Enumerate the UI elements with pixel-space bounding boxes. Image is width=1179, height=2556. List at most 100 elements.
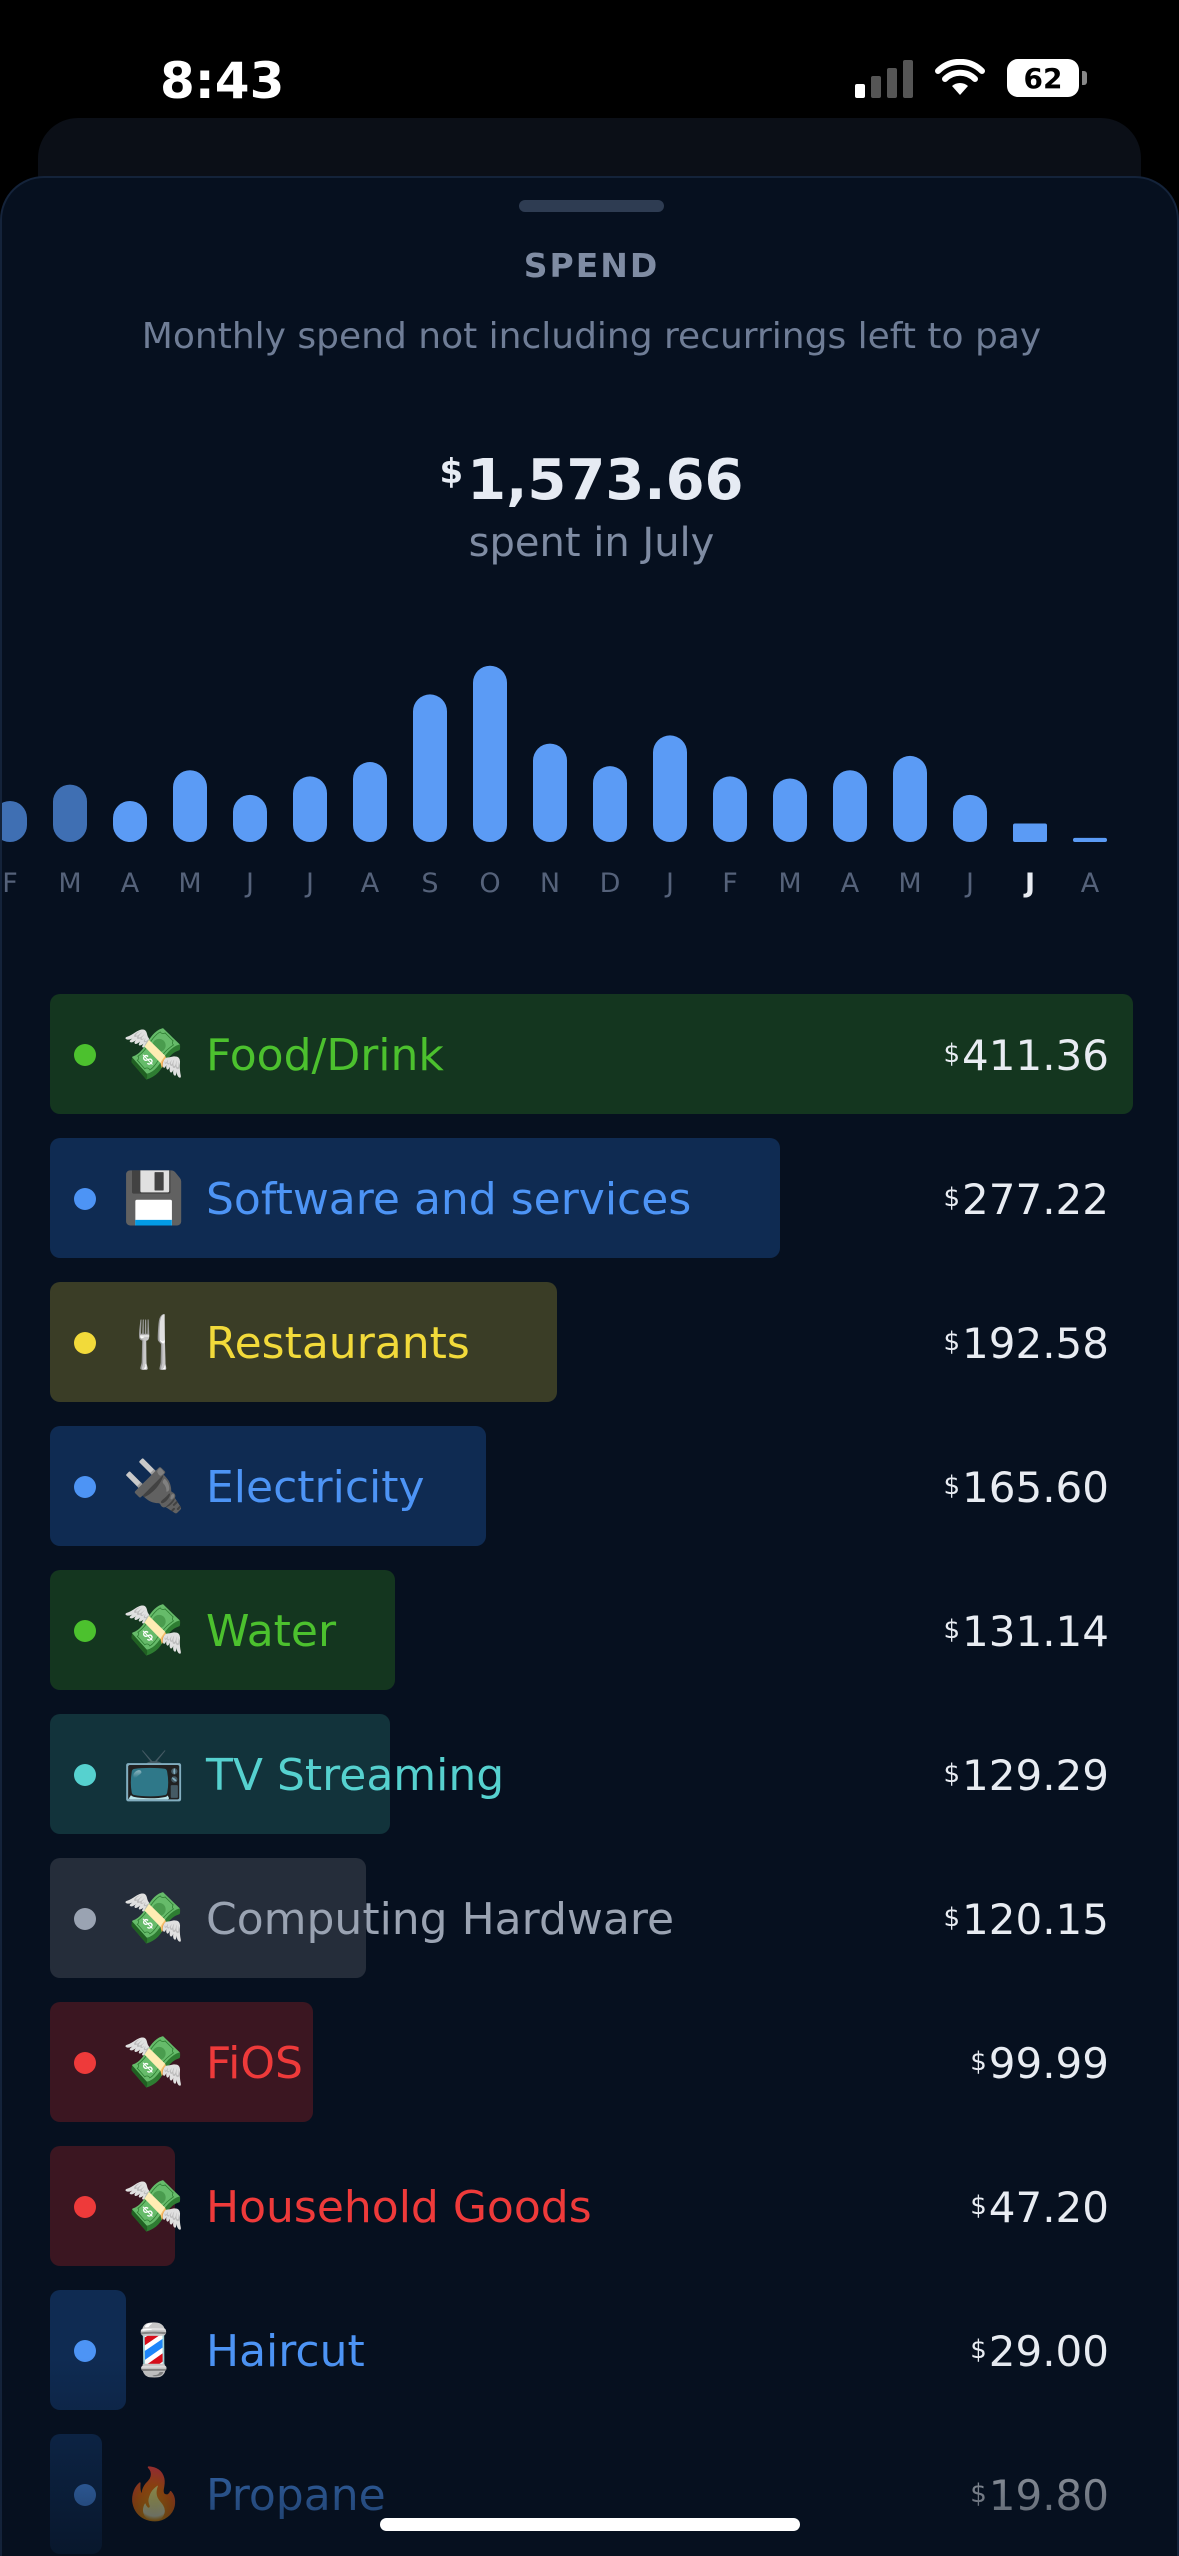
category-color-dot <box>74 2196 96 2218</box>
chart-month-label[interactable]: J <box>664 868 674 899</box>
category-row[interactable]: 💸 Water $131.14 <box>50 1570 1133 1690</box>
category-amount: $19.80 <box>970 2468 1109 2524</box>
currency-symbol: $ <box>970 2335 987 2365</box>
currency-symbol: $ <box>943 1759 961 1789</box>
chart-bar[interactable] <box>893 755 927 842</box>
chart-bar[interactable] <box>1073 837 1107 842</box>
category-amount-bar <box>50 994 1133 1114</box>
category-label: Food/Drink <box>206 1030 444 1081</box>
cellular-signal-icon <box>855 58 913 98</box>
money-with-wings-icon: 💸 <box>122 2033 186 2091</box>
category-color-dot <box>74 1476 96 1498</box>
amount-value: 277.22 <box>962 1175 1109 1224</box>
chart-month-label[interactable]: F <box>722 868 738 899</box>
chart-bar[interactable] <box>653 735 687 842</box>
amount-value: 411.36 <box>962 1031 1109 1080</box>
total-spent: $1,573.66 <box>2 448 1177 513</box>
category-row[interactable]: 💾 Software and services $277.22 <box>50 1138 1133 1258</box>
category-row[interactable]: 💸 Food/Drink $411.36 <box>50 994 1133 1114</box>
home-indicator[interactable] <box>380 2518 800 2531</box>
battery-level: 62 <box>1023 61 1063 95</box>
fork-and-knife-icon: 🍴 <box>122 1313 186 1371</box>
chart-month-label[interactable]: F <box>2 868 18 899</box>
chart-month-label[interactable]: J <box>964 868 974 899</box>
chart-bar[interactable] <box>353 762 387 842</box>
chart-bar[interactable] <box>413 694 447 842</box>
category-row[interactable]: 📺 TV Streaming $129.29 <box>50 1714 1133 1834</box>
amount-value: 120.15 <box>962 1895 1109 1944</box>
category-amount: $129.29 <box>943 1748 1109 1804</box>
category-amount-bar <box>50 1138 780 1258</box>
currency-symbol: $ <box>943 1903 961 1933</box>
category-label: Water <box>206 1606 337 1657</box>
chart-bar[interactable] <box>833 770 867 842</box>
money-with-wings-icon: 💸 <box>122 1889 186 1947</box>
category-amount: $120.15 <box>943 1892 1109 1948</box>
chart-month-label[interactable]: M <box>58 868 81 899</box>
currency-symbol: $ <box>943 1615 961 1645</box>
category-amount-bar <box>50 2146 175 2266</box>
chart-month-label[interactable]: M <box>178 868 201 899</box>
category-amount: $47.20 <box>970 2180 1109 2236</box>
category-color-dot <box>74 1044 96 1066</box>
chart-bar[interactable] <box>773 778 807 842</box>
fire-icon: 🔥 <box>122 2465 186 2523</box>
money-with-wings-icon: 💸 <box>122 2177 186 2235</box>
chart-month-label[interactable]: A <box>1081 868 1100 899</box>
category-label: Electricity <box>206 1462 425 1513</box>
category-row[interactable]: 💸 FiOS $99.99 <box>50 2002 1133 2122</box>
total-caption: spent in July <box>468 520 715 566</box>
chart-bar[interactable] <box>173 770 207 842</box>
chart-month-label[interactable]: M <box>898 868 921 899</box>
chart-month-label[interactable]: A <box>121 868 140 899</box>
chart-bar[interactable] <box>953 794 987 842</box>
category-row[interactable]: 💸 Household Goods $47.20 <box>50 2146 1133 2266</box>
chart-bar[interactable] <box>1013 823 1047 842</box>
category-color-dot <box>74 1764 96 1786</box>
category-row[interactable]: 💈 Haircut $29.00 <box>50 2290 1133 2410</box>
chart-bar[interactable] <box>53 784 87 842</box>
category-row[interactable]: 🔥 Propane $19.80 <box>50 2434 1133 2554</box>
currency-symbol: $ <box>943 1183 961 1213</box>
television-icon: 📺 <box>122 1745 186 1803</box>
chart-month-label[interactable]: M <box>778 868 801 899</box>
chart-bar[interactable] <box>2 801 27 842</box>
chart-month-label[interactable]: J <box>1023 868 1035 899</box>
category-amount-bar <box>50 1570 396 1690</box>
category-amount: $99.99 <box>970 2036 1109 2092</box>
chart-bar[interactable] <box>293 776 327 842</box>
chart-month-label[interactable]: J <box>244 868 254 899</box>
chart-bar[interactable] <box>473 665 507 842</box>
amount-value: 29.00 <box>988 2327 1109 2376</box>
amount-value: 129.29 <box>962 1751 1109 1800</box>
category-color-dot <box>74 2052 96 2074</box>
chart-bar[interactable] <box>533 743 567 842</box>
chart-month-label[interactable]: S <box>421 868 438 899</box>
chart-bar[interactable] <box>113 801 147 842</box>
chart-month-label[interactable]: D <box>600 868 621 899</box>
chart-month-label[interactable]: A <box>841 868 860 899</box>
chart-month-label[interactable]: N <box>540 868 560 899</box>
barber-pole-icon: 💈 <box>122 2321 186 2379</box>
chart-month-label[interactable]: J <box>304 868 314 899</box>
currency-symbol: $ <box>970 2191 987 2221</box>
chart-bar[interactable] <box>233 794 267 842</box>
chart-bar[interactable] <box>713 776 747 842</box>
chart-month-label[interactable]: A <box>361 868 380 899</box>
chart-month-label[interactable]: O <box>479 868 500 899</box>
chart-bar[interactable] <box>593 766 627 842</box>
currency-symbol: $ <box>943 1471 961 1501</box>
category-row[interactable]: 🍴 Restaurants $192.58 <box>50 1282 1133 1402</box>
money-with-wings-icon: 💸 <box>122 1025 186 1083</box>
category-amount: $165.60 <box>943 1460 1109 1516</box>
category-row[interactable]: 💸 Computing Hardware $120.15 <box>50 1858 1133 1978</box>
category-row[interactable]: 🔌 Electricity $165.60 <box>50 1426 1133 1546</box>
sheet-grabber[interactable] <box>519 200 664 212</box>
battery-icon: 62 <box>1007 59 1087 97</box>
total-currency: $ <box>439 452 464 492</box>
category-amount-bar <box>50 1282 557 1402</box>
status-time: 8:43 <box>160 52 285 110</box>
status-bar: 8:43 62 <box>0 0 1179 170</box>
